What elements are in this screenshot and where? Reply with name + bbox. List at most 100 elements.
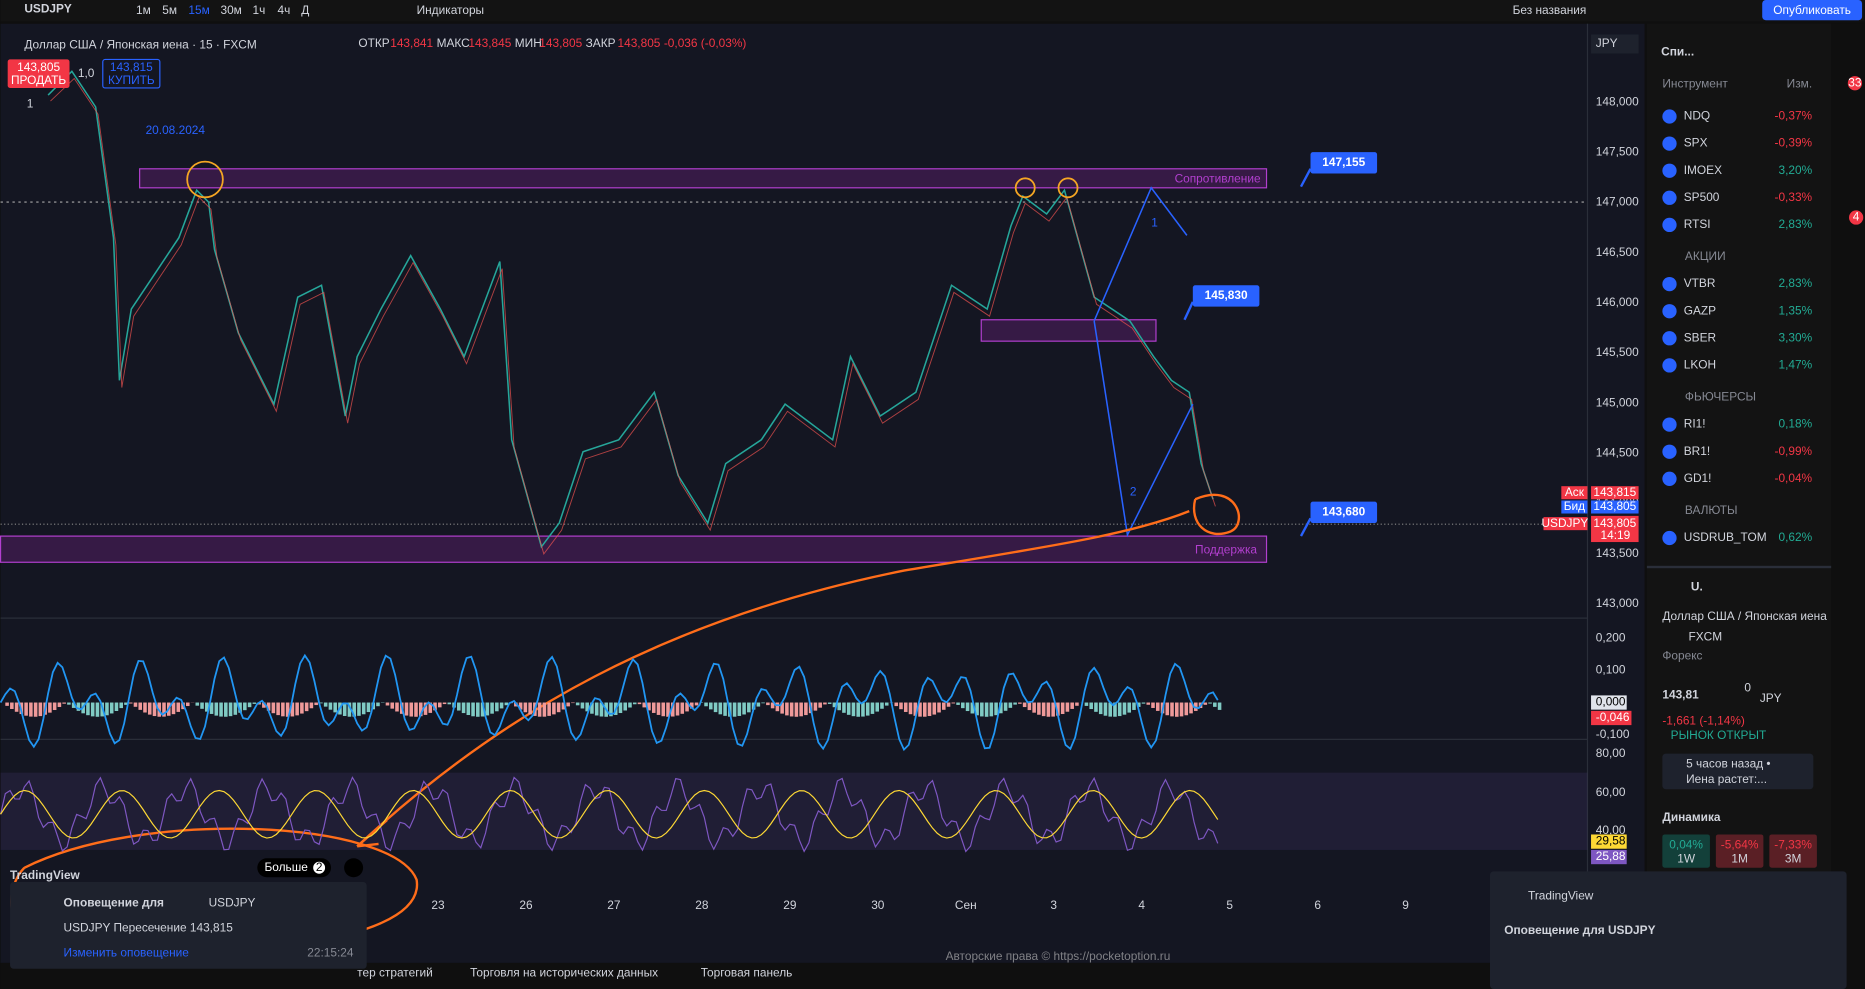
symbol: USDJPY — [24, 2, 72, 16]
histogram-bar — [632, 702, 637, 705]
news-card[interactable] — [1662, 753, 1814, 790]
histogram-bar — [1041, 702, 1046, 717]
bid-price-tag — [1591, 500, 1639, 514]
indicators-button[interactable]: Индикаторы — [417, 3, 485, 17]
histogram-bar — [908, 702, 913, 715]
histogram-bar — [1008, 702, 1013, 708]
symbol-icon — [1662, 417, 1677, 432]
watchlist-symbol[interactable]: NDQ — [1684, 109, 1710, 123]
more-button[interactable] — [257, 858, 332, 878]
watchlist-symbol[interactable]: SP500 — [1684, 190, 1720, 204]
ohlc-value: 143,841 — [390, 36, 433, 50]
histogram-bar — [865, 702, 870, 716]
watchlist-symbol[interactable]: BR1! — [1684, 444, 1710, 458]
price-callout — [1192, 285, 1260, 307]
histogram-bar — [666, 702, 670, 717]
watchlist-symbol[interactable]: RTSI — [1684, 217, 1711, 231]
histogram-bar — [723, 702, 727, 716]
support-label: Поддержка — [1195, 543, 1257, 557]
symbol-icon — [1662, 136, 1677, 151]
histogram-bar — [433, 702, 437, 711]
currency-select[interactable] — [1591, 34, 1639, 54]
histogram-bar — [704, 702, 708, 707]
histogram-bar — [205, 702, 209, 712]
instrument-title: Доллар США / Японская иена · 15 · FXCM — [24, 37, 256, 51]
divider — [1646, 565, 1832, 569]
sell-button[interactable] — [7, 59, 70, 88]
details-exchange: FXCM — [1689, 629, 1723, 643]
interval[interactable]: 1ч — [253, 3, 266, 17]
watchlist-change: 2,83% — [1778, 217, 1812, 231]
histogram-bar — [147, 702, 152, 715]
interval[interactable]: 1м — [136, 3, 151, 17]
histogram-bar — [1013, 702, 1017, 705]
interval[interactable]: 30м — [220, 3, 241, 17]
histogram-bar — [438, 702, 442, 708]
interval[interactable]: 15м — [188, 3, 209, 17]
notification-message: USDJPY Пересечение 143,815 — [64, 921, 234, 935]
watchlist-symbol[interactable]: SBER — [1684, 330, 1717, 344]
bottom-tab[interactable]: Торговая панель — [701, 966, 793, 980]
edit-alert-link[interactable]: Изменить оповещение — [64, 945, 190, 959]
interval[interactable]: 5м — [162, 3, 177, 17]
histogram-bar — [323, 702, 328, 707]
histogram-bar — [680, 702, 685, 714]
time-axis-label: 26 — [519, 898, 533, 912]
histogram-bar — [965, 702, 970, 712]
histogram-bar — [799, 702, 803, 717]
bottom-tab[interactable]: тер стратегий — [357, 966, 433, 980]
highlight-circle — [1014, 177, 1036, 199]
watchlist-symbol[interactable]: LKOH — [1684, 358, 1716, 372]
histogram-bar — [742, 702, 746, 715]
watchlist-symbol[interactable]: USDRUB_TOM — [1684, 530, 1767, 544]
watchlist-change: 2,83% — [1778, 276, 1812, 290]
bottom-tab[interactable]: Торговля на исторических данных — [470, 966, 658, 980]
watchlist-symbol[interactable]: GD1! — [1684, 471, 1712, 485]
histogram-bar — [1037, 702, 1041, 715]
price-axis-label: 144,500 — [1596, 446, 1639, 460]
watchlist-change: 1,47% — [1778, 358, 1812, 372]
interval[interactable]: Д — [301, 3, 309, 17]
histogram-bar — [328, 702, 333, 710]
histogram-bar — [262, 702, 266, 708]
time-axis-label: 6 — [1314, 898, 1321, 912]
histogram-bar — [932, 702, 937, 715]
histogram-bar — [642, 702, 647, 708]
layout-name[interactable]: Без названия — [1513, 3, 1587, 17]
histogram-bar — [927, 702, 932, 717]
histogram-bar — [766, 702, 770, 706]
histogram-bar — [1117, 702, 1122, 717]
interval[interactable]: 4ч — [278, 3, 291, 17]
details-change: -1,661 (-1,14%) — [1662, 714, 1745, 728]
histogram-bar — [162, 702, 166, 717]
watchlist-symbol[interactable]: IMOEX — [1684, 163, 1722, 177]
watchlist-symbol[interactable]: SPX — [1684, 136, 1708, 150]
histogram-bar — [152, 702, 157, 717]
histogram-bar — [1065, 702, 1070, 712]
watchlist-change: -0,04% — [1774, 471, 1812, 485]
histogram-bar — [5, 702, 9, 706]
market-status: РЫНОК ОТКРЫТ — [1671, 728, 1767, 742]
histogram-bar — [357, 702, 361, 716]
close-button[interactable] — [344, 858, 364, 878]
symbol-icon — [1662, 444, 1677, 459]
histogram-bar — [1155, 702, 1160, 711]
histogram-bar — [1136, 702, 1141, 707]
last-price-tag — [1591, 515, 1639, 543]
histogram-bar — [690, 702, 694, 709]
watchlist-change: 0,62% — [1778, 530, 1812, 544]
symbol-icon — [1662, 163, 1677, 178]
chart-area — [0, 23, 1645, 963]
price-callout — [1310, 501, 1378, 524]
buy-button[interactable] — [102, 58, 161, 89]
watchlist-symbol[interactable]: GAZP — [1684, 303, 1716, 317]
histogram-bar — [1122, 702, 1127, 715]
wave-label: 1 — [1151, 216, 1158, 230]
price-axis-label: 145,500 — [1596, 345, 1639, 359]
publish-button[interactable] — [1762, 0, 1863, 21]
watchlist-symbol[interactable]: VTBR — [1684, 276, 1716, 290]
histogram-bar — [109, 702, 114, 714]
watchlist-symbol[interactable]: RI1! — [1684, 417, 1706, 431]
ohlc-value: 143,845 — [468, 36, 511, 50]
histogram-bar — [447, 702, 452, 705]
